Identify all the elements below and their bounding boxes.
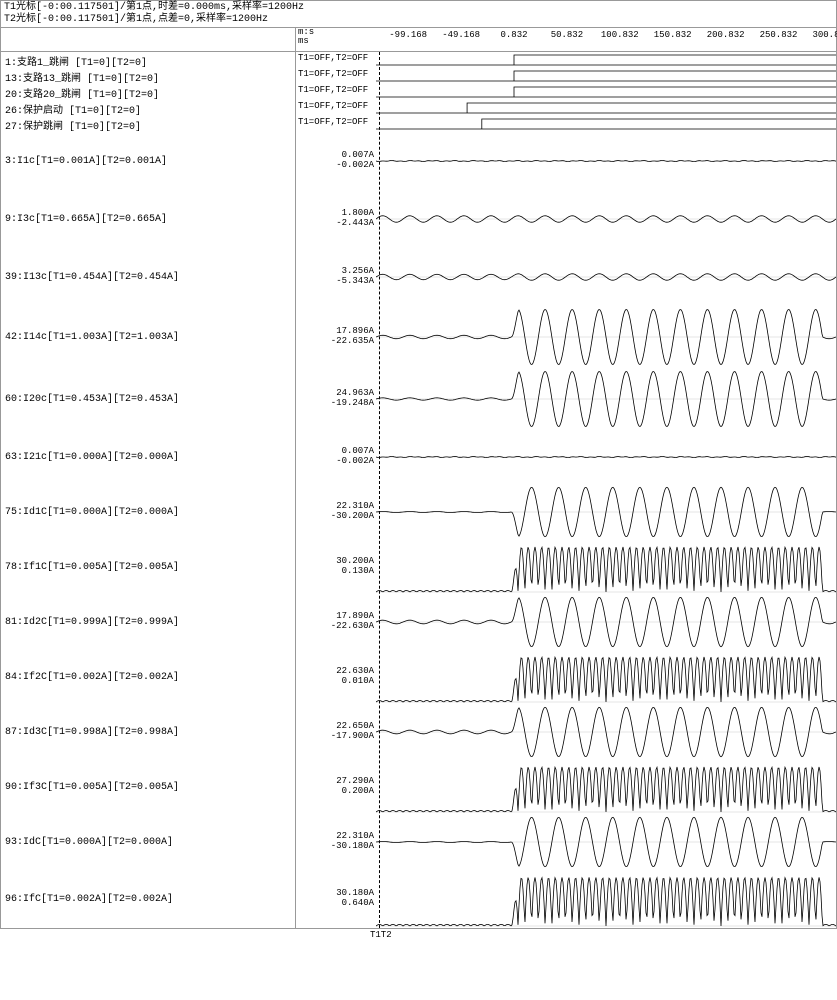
analog-value-labels: 24.963A-19.248A (331, 389, 376, 409)
axis-tick-label: 50.832 (551, 30, 583, 40)
analog-channel-trace: 22.630A0.010A (296, 650, 836, 704)
analog-channel-trace: 0.007A-0.002A (296, 430, 836, 484)
axis-tick-label: 200.832 (707, 30, 745, 40)
digital-channel-label: 20:支路20_跳闸 [T1=0][T2=0] (1, 84, 295, 100)
digital-channel-trace: T1=OFF,T2=OFF (296, 100, 836, 116)
analog-channel-label: 60:I20c[T1=0.453A][T2=0.453A] (1, 368, 295, 430)
digital-channel-label: 27:保护跳闸 [T1=0][T2=0] (1, 116, 295, 132)
analog-value-labels: 22.630A0.010A (336, 667, 376, 687)
axis-tick-label: 150.832 (654, 30, 692, 40)
analog-value-labels: 22.310A-30.180A (331, 832, 376, 852)
analog-channel-trace: 17.896A-22.635A (296, 306, 836, 368)
digital-channel-trace: T1=OFF,T2=OFF (296, 68, 836, 84)
cursor-info-header: T1光标[-0:00.117501]/第1点,时差=0.000ms,采样率=12… (1, 1, 836, 28)
analog-value-labels: 22.650A-17.900A (331, 722, 376, 742)
digital-channel-trace: T1=OFF,T2=OFF (296, 116, 836, 132)
digital-channel-trace: T1=OFF,T2=OFF (296, 52, 836, 68)
digital-state-text: T1=OFF,T2=OFF (298, 53, 368, 63)
axis-ticks: -99.168 -49.168 0.832 50.832 100.832 150.832 2… (296, 30, 836, 50)
analog-value-labels: 17.890A-22.630A (331, 612, 376, 632)
analog-channel-trace: 17.890A-22.630A (296, 594, 836, 650)
waveform-viewer: T1光标[-0:00.117501]/第1点,时差=0.000ms,采样率=12… (0, 0, 837, 929)
analog-channel-label: 42:I14c[T1=1.003A][T2=1.003A] (1, 306, 295, 368)
analog-channel-trace: 3.256A-5.343A (296, 248, 836, 306)
left-header-spacer (1, 28, 295, 52)
analog-channel-trace: 30.180A0.640A (296, 870, 836, 928)
analog-channel-trace: 1.800A-2.443A (296, 190, 836, 248)
analog-channel-label: 3:I1c[T1=0.001A][T2=0.001A] (1, 132, 295, 190)
analog-channel-label: 63:I21c[T1=0.000A][T2=0.000A] (1, 430, 295, 484)
analog-channel-label: 39:I13c[T1=0.454A][T2=0.454A] (1, 248, 295, 306)
analog-channel-label: 96:IfC[T1=0.002A][T2=0.002A] (1, 870, 295, 928)
analog-channel-label: 81:Id2C[T1=0.999A][T2=0.999A] (1, 594, 295, 650)
axis-tick-label: -99.168 (389, 30, 427, 40)
digital-channel-trace: T1=OFF,T2=OFF (296, 84, 836, 100)
analog-channel-trace: 22.310A-30.200A (296, 484, 836, 540)
analog-value-labels: 3.256A-5.343A (336, 267, 376, 287)
digital-state-text: T1=OFF,T2=OFF (298, 101, 368, 111)
digital-state-text: T1=OFF,T2=OFF (298, 85, 368, 95)
analog-channel-label: 75:Id1C[T1=0.000A][T2=0.000A] (1, 484, 295, 540)
cursor-footer-label: T1T2 (370, 930, 392, 940)
analog-channel-trace: 27.290A0.200A (296, 760, 836, 814)
digital-channel-label: 1:支路1_跳闸 [T1=0][T2=0] (1, 52, 295, 68)
analog-value-labels: 27.290A0.200A (336, 777, 376, 797)
analog-channel-label: 84:If2C[T1=0.002A][T2=0.002A] (1, 650, 295, 704)
analog-value-labels: 0.007A-0.002A (336, 151, 376, 171)
axis-tick-label: -49.168 (442, 30, 480, 40)
analog-channel-label: 87:Id3C[T1=0.998A][T2=0.998A] (1, 704, 295, 760)
waveform-panel[interactable]: m:s ms -99.168-49.1680.83250.832100.8321… (296, 28, 836, 928)
analog-channel-trace: 0.007A-0.002A (296, 132, 836, 190)
analog-value-labels: 17.896A-22.635A (331, 327, 376, 347)
analog-channel-label: 93:IdC[T1=0.000A][T2=0.000A] (1, 814, 295, 870)
t2-cursor-info: T2光标[-0:00.117501]/第1点,点差=0,采样率=1200Hz (4, 14, 833, 26)
analog-channel-trace: 22.650A-17.900A (296, 704, 836, 760)
analog-channel-label: 78:If1C[T1=0.005A][T2=0.005A] (1, 540, 295, 594)
t1-cursor-info: T1光标[-0:00.117501]/第1点,时差=0.000ms,采样率=12… (4, 2, 833, 14)
axis-tick-label: 100.832 (601, 30, 639, 40)
analog-value-labels: 0.007A-0.002A (336, 447, 376, 467)
main-area: 1:支路1_跳闸 [T1=0][T2=0]13:支路13_跳闸 [T1=0][T… (1, 28, 836, 928)
axis-tick-label: 0.832 (500, 30, 527, 40)
channel-labels-panel: 1:支路1_跳闸 [T1=0][T2=0]13:支路13_跳闸 [T1=0][T… (1, 28, 296, 928)
digital-channel-label: 13:支路13_跳闸 [T1=0][T2=0] (1, 68, 295, 84)
analog-channel-trace: 24.963A-19.248A (296, 368, 836, 430)
analog-value-labels: 30.180A0.640A (336, 889, 376, 909)
axis-tick-label: 250.832 (760, 30, 798, 40)
digital-state-text: T1=OFF,T2=OFF (298, 69, 368, 79)
time-axis: m:s ms -99.168-49.1680.83250.832100.8321… (296, 28, 836, 52)
digital-channel-label: 26:保护启动 [T1=0][T2=0] (1, 100, 295, 116)
digital-state-text: T1=OFF,T2=OFF (298, 117, 368, 127)
axis-tick-label: 300.832 (812, 30, 837, 40)
analog-channel-label: 9:I3c[T1=0.665A][T2=0.665A] (1, 190, 295, 248)
analog-channel-label: 90:If3C[T1=0.005A][T2=0.005A] (1, 760, 295, 814)
analog-value-labels: 1.800A-2.443A (336, 209, 376, 229)
analog-channel-trace: 22.310A-30.180A (296, 814, 836, 870)
analog-channel-trace: 30.200A0.130A (296, 540, 836, 594)
analog-value-labels: 22.310A-30.200A (331, 502, 376, 522)
analog-value-labels: 30.200A0.130A (336, 557, 376, 577)
